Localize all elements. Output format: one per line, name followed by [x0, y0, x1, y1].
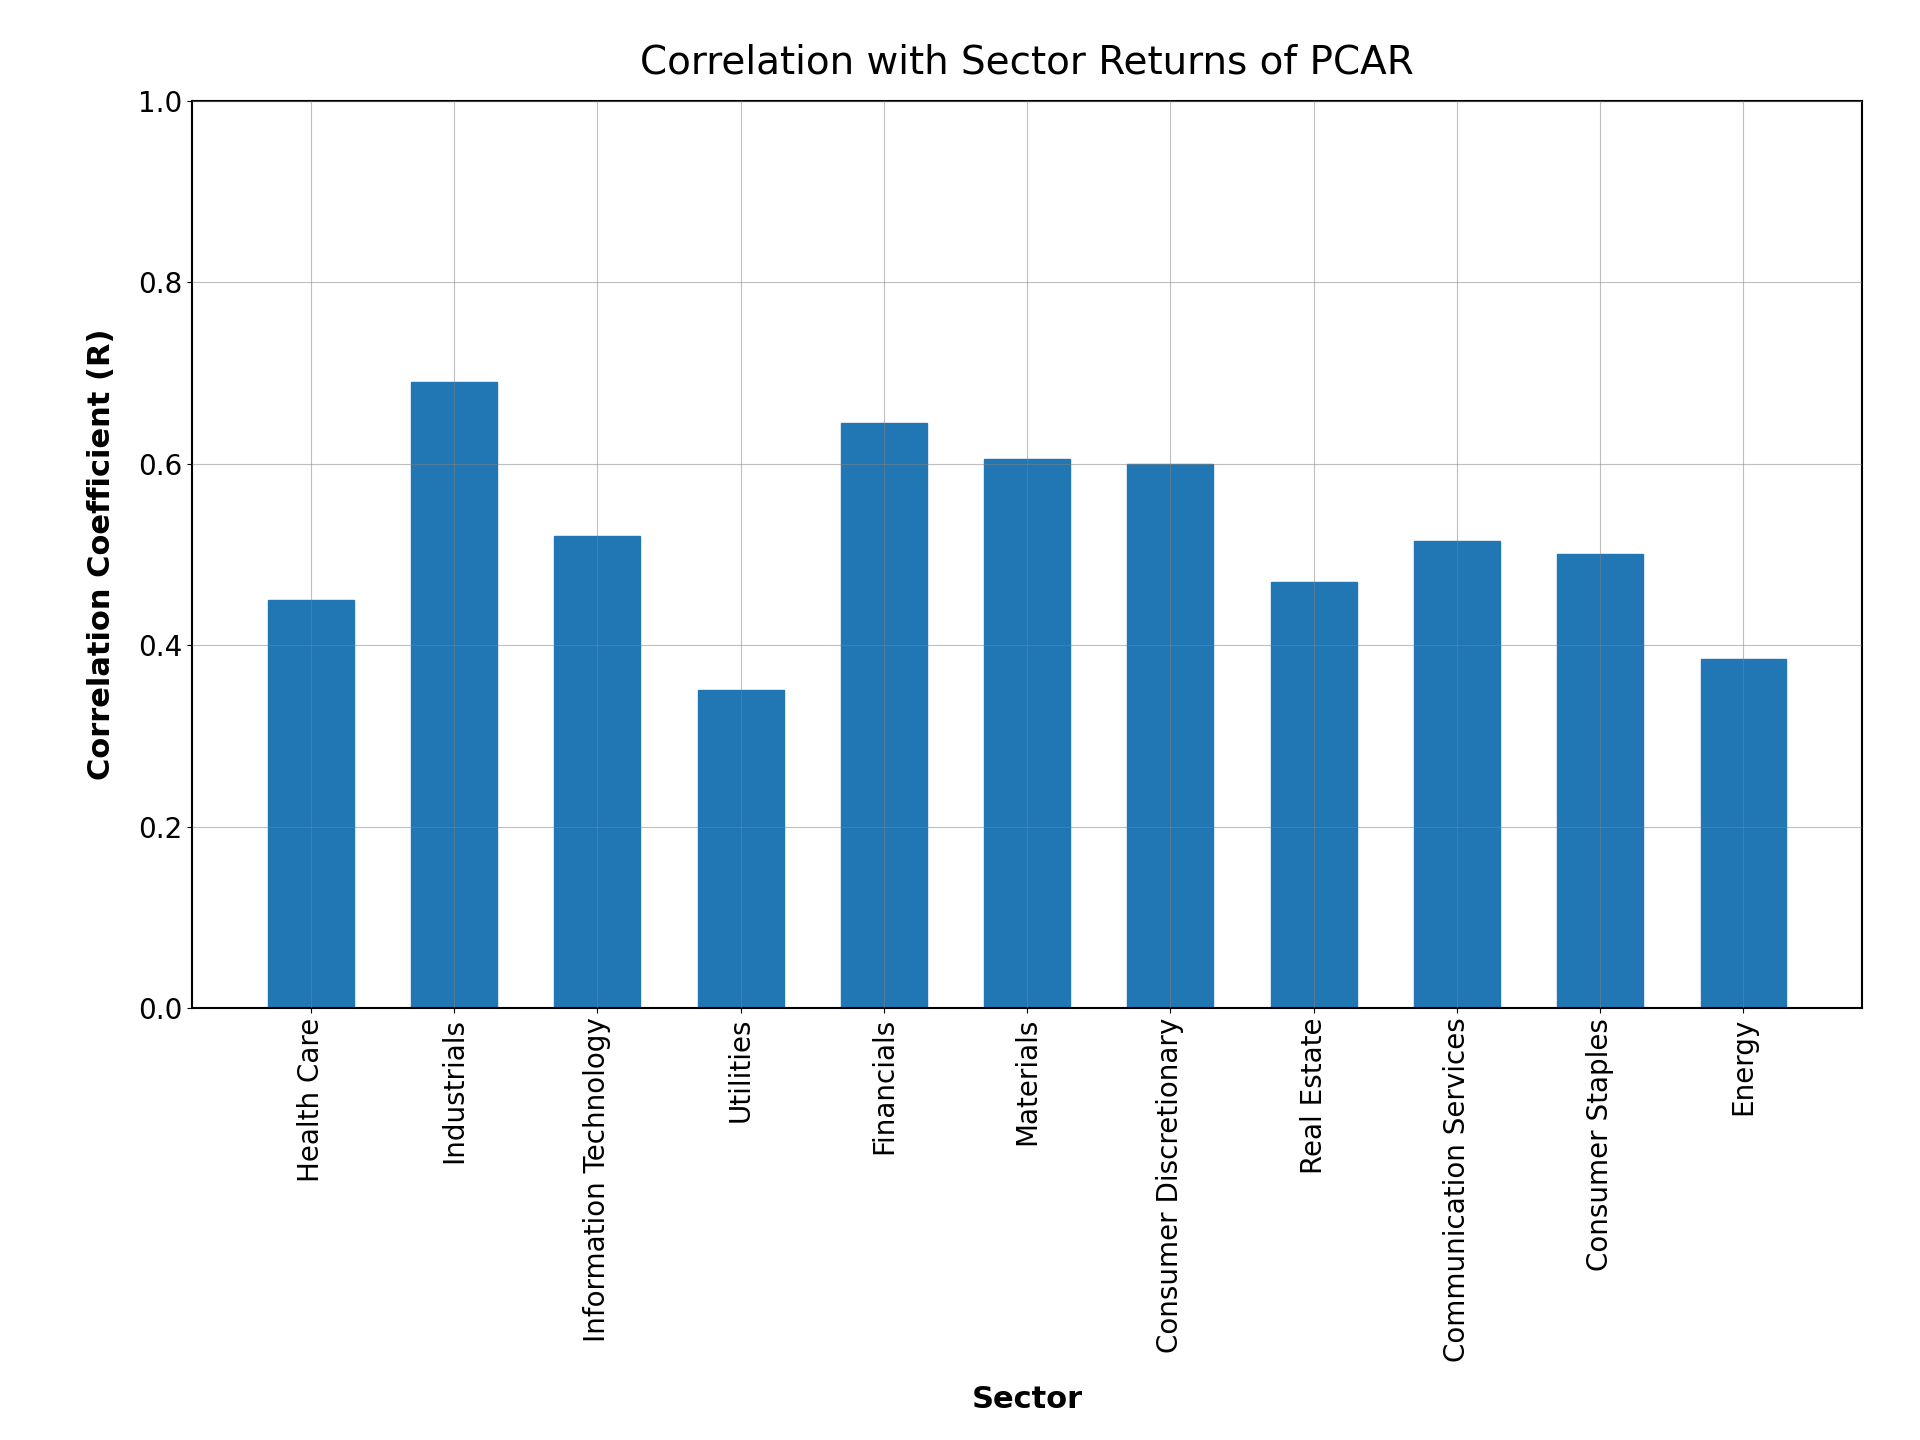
Bar [1413, 541, 1500, 1008]
Bar [269, 599, 353, 1008]
Bar [985, 459, 1069, 1008]
Bar [1557, 554, 1644, 1008]
Bar [1127, 464, 1213, 1008]
Bar [555, 536, 641, 1008]
Bar [841, 423, 927, 1008]
Bar [1701, 658, 1786, 1008]
Title: Correlation with Sector Returns of PCAR: Correlation with Sector Returns of PCAR [641, 43, 1413, 81]
Bar [411, 382, 497, 1008]
Y-axis label: Correlation Coefficient (R): Correlation Coefficient (R) [86, 328, 115, 780]
X-axis label: Sector: Sector [972, 1385, 1083, 1414]
Bar [697, 691, 783, 1008]
Bar [1271, 582, 1357, 1008]
